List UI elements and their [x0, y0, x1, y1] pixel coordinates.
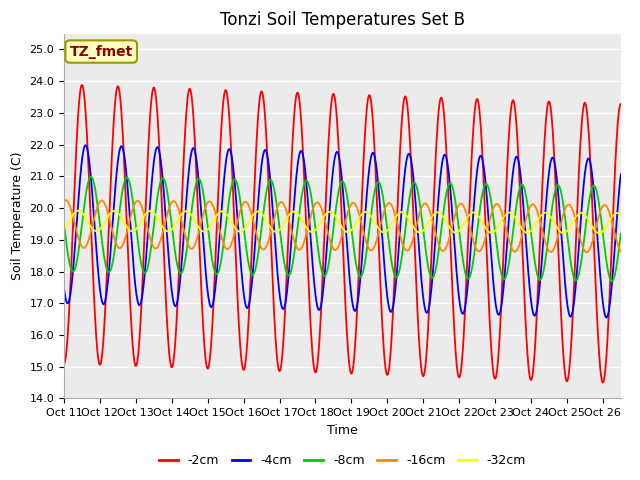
-2cm: [617, 101, 625, 107]
-8cm: [274, 210, 282, 216]
-4cm: [298, 149, 306, 155]
-32cm: [60, 226, 68, 232]
Legend: -2cm, -4cm, -8cm, -16cm, -32cm: -2cm, -4cm, -8cm, -16cm, -32cm: [154, 449, 531, 472]
-32cm: [595, 230, 603, 236]
-32cm: [124, 225, 132, 231]
-16cm: [606, 213, 614, 218]
-8cm: [606, 276, 614, 282]
-2cm: [298, 128, 306, 134]
-16cm: [546, 249, 554, 255]
Line: -32cm: -32cm: [64, 211, 621, 233]
-16cm: [617, 249, 625, 254]
-16cm: [274, 204, 282, 210]
-32cm: [546, 213, 554, 219]
Title: Tonzi Soil Temperatures Set B: Tonzi Soil Temperatures Set B: [220, 11, 465, 29]
-4cm: [617, 172, 625, 178]
Text: TZ_fmet: TZ_fmet: [70, 45, 133, 59]
-4cm: [603, 315, 611, 321]
-8cm: [157, 178, 164, 184]
-2cm: [124, 243, 132, 249]
-16cm: [583, 250, 591, 255]
-2cm: [157, 175, 164, 181]
-4cm: [546, 162, 554, 168]
-32cm: [74, 208, 82, 214]
Line: -8cm: -8cm: [64, 177, 621, 281]
-2cm: [546, 101, 554, 107]
Line: -2cm: -2cm: [64, 85, 621, 383]
Y-axis label: Soil Temperature (C): Soil Temperature (C): [11, 152, 24, 280]
-8cm: [124, 175, 132, 181]
-32cm: [274, 228, 282, 234]
-32cm: [157, 221, 164, 227]
-4cm: [124, 186, 132, 192]
-8cm: [87, 174, 95, 180]
-4cm: [82, 142, 90, 148]
-2cm: [599, 380, 607, 385]
-16cm: [298, 245, 306, 251]
-16cm: [60, 198, 68, 204]
-4cm: [60, 285, 68, 291]
-32cm: [606, 217, 614, 223]
-2cm: [274, 361, 282, 367]
-8cm: [60, 221, 68, 227]
-16cm: [62, 197, 70, 203]
-32cm: [617, 212, 625, 218]
-4cm: [274, 273, 282, 278]
-16cm: [157, 237, 164, 242]
-16cm: [124, 226, 132, 231]
-8cm: [617, 231, 625, 237]
-32cm: [298, 217, 306, 223]
X-axis label: Time: Time: [327, 424, 358, 437]
-8cm: [546, 220, 554, 226]
Line: -16cm: -16cm: [64, 200, 621, 252]
-8cm: [298, 192, 306, 198]
-4cm: [606, 298, 614, 304]
-4cm: [157, 157, 164, 163]
-2cm: [606, 279, 614, 285]
-2cm: [78, 82, 86, 88]
-8cm: [608, 278, 616, 284]
-2cm: [60, 360, 68, 366]
Line: -4cm: -4cm: [64, 145, 621, 318]
